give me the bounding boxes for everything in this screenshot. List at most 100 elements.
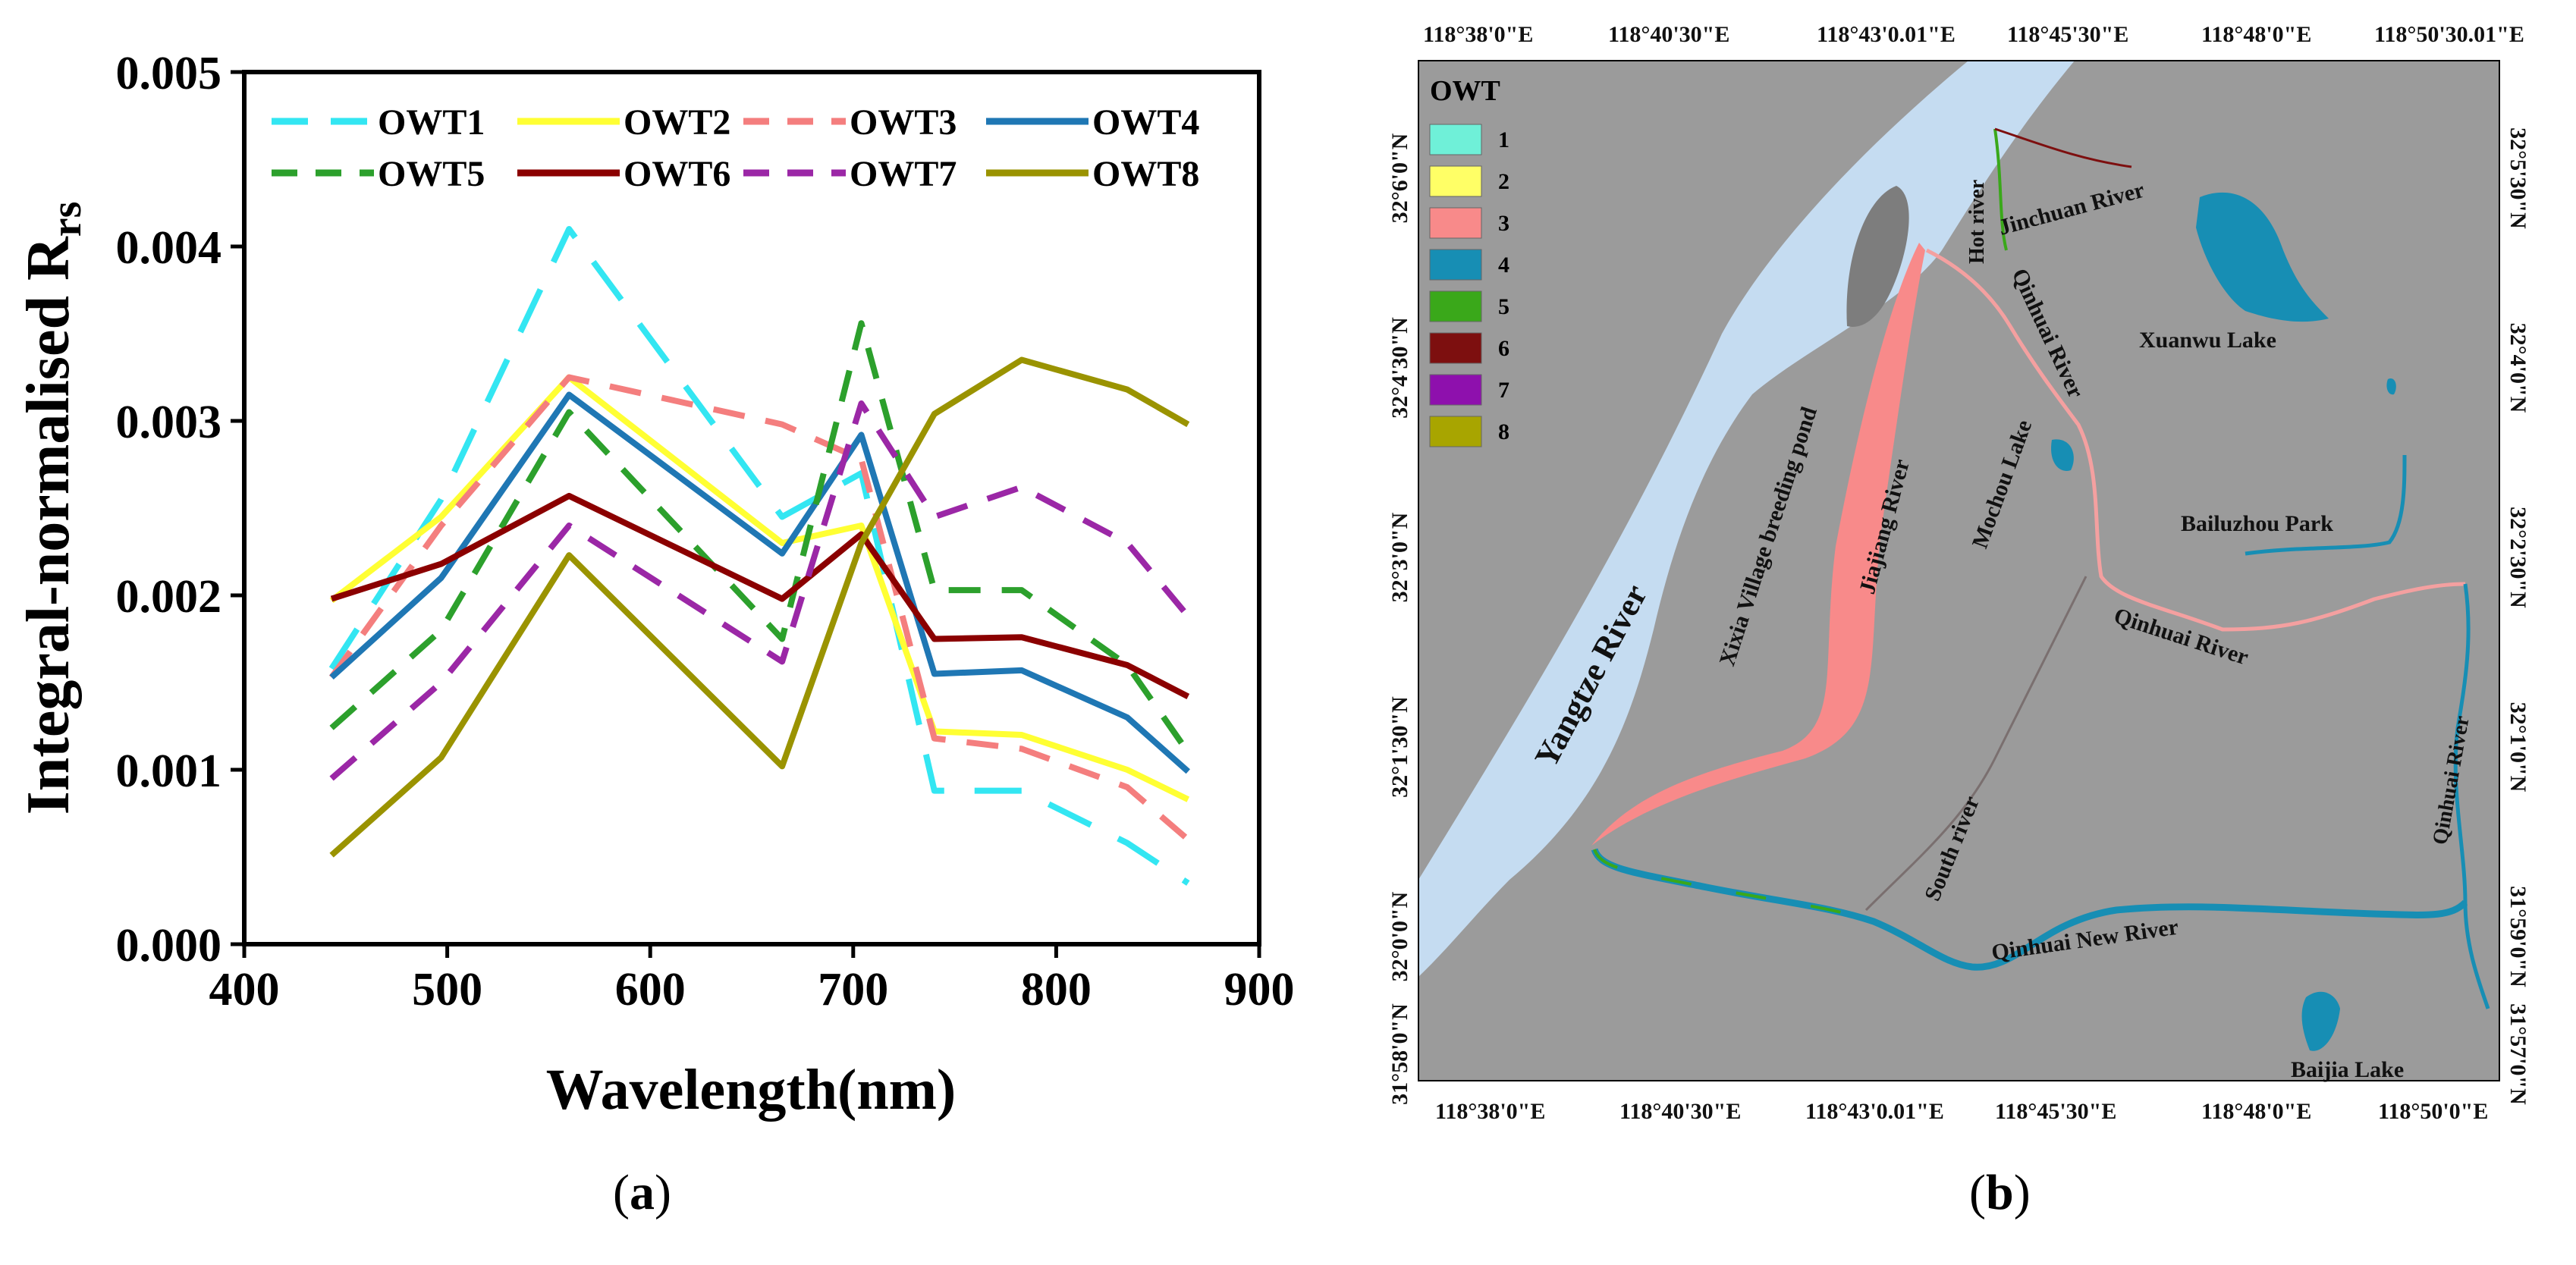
- map-top-tick: 118°45'30"E: [2007, 22, 2128, 47]
- label-xuanwu-lake: Xuanwu Lake: [2139, 328, 2276, 353]
- map-frame: [1418, 60, 2500, 1081]
- yangtze-river-area: [1418, 61, 2075, 977]
- map-legend-swatch-5: [1429, 290, 1482, 322]
- map-right-tick: 32°1'0"N: [2505, 702, 2530, 793]
- legend-label-owt2: OWT2: [624, 102, 730, 143]
- map-legend-label-4: 4: [1498, 253, 1509, 278]
- x-tick-label: 400: [209, 964, 280, 1015]
- legend-label-owt7: OWT7: [850, 154, 957, 194]
- map-legend-label-2: 2: [1498, 169, 1509, 194]
- map-bottom-tick: 118°38'0"E: [1435, 1099, 1545, 1124]
- x-axis-label: Wavelength(nm): [546, 1058, 956, 1122]
- map-bottom-tick: 118°50'0"E: [2378, 1099, 2488, 1124]
- bailuzhou-river: [2245, 454, 2407, 556]
- river-island: [1846, 186, 1909, 327]
- label-baijia-lake: Baijia Lake: [2291, 1057, 2404, 1082]
- map-legend-label-6: 6: [1498, 336, 1509, 361]
- qinhuai-right-river: [2453, 583, 2490, 1009]
- caption-b-letter: b: [1985, 1165, 2014, 1220]
- mochou-lake: [2051, 439, 2074, 471]
- baijia-lake: [2301, 991, 2340, 1051]
- caption-a-letter: a: [629, 1165, 655, 1220]
- qinhuai-new-river: [1591, 848, 2468, 971]
- y-tick-label: 0.001: [116, 746, 222, 797]
- map-top-tick: 118°40'30"E: [1608, 22, 1729, 47]
- map-coordinate-ticks: 118°38'0"E 118°40'30"E 118°43'0.01"E 118°45…: [1387, 22, 2530, 1124]
- map-legend-swatch-4: [1429, 249, 1482, 281]
- series-line-owt6: [330, 492, 1190, 699]
- y-tick-label: 0.003: [116, 397, 222, 448]
- map-left-tick: 32°3'0"N: [1387, 512, 1412, 602]
- tick-layer: 400 500 600 700 800 900 0.000 0.001 0.002 0.003 0.…: [116, 48, 1295, 1015]
- legend-label-owt8: OWT8: [1092, 154, 1199, 194]
- map-left-tick: 32°0'0"N: [1387, 891, 1412, 981]
- caption-a: (a): [613, 1165, 671, 1220]
- map-legend-swatch-3: [1429, 207, 1482, 239]
- series-line-owt1: [328, 226, 1190, 886]
- label-hot-river: Hot river: [1965, 180, 1989, 264]
- map-legend: OWT 1 2 3 4 5 6 7 8: [1429, 75, 1509, 447]
- y-axis-label-sub: rs: [43, 202, 90, 237]
- map-legend-title: OWT: [1430, 75, 1500, 107]
- series-line-owt8: [329, 356, 1190, 858]
- legend-label-owt3: OWT3: [850, 102, 957, 143]
- y-axis-label: Integral-normalised Rrs: [15, 202, 90, 815]
- map-left-tick: 32°1'30"N: [1387, 696, 1412, 798]
- legend-label-owt1: OWT1: [378, 102, 485, 143]
- caption-b: (b): [1969, 1165, 2031, 1220]
- map-top-tick: 118°50'30.01"E: [2374, 22, 2524, 47]
- map-bottom-tick: 118°48'0"E: [2201, 1099, 2311, 1124]
- map-top-tick: 118°43'0.01"E: [1817, 22, 1956, 47]
- map-top-tick: 118°48'0"E: [2201, 22, 2311, 47]
- map-right-tick: 31°57'0"N: [2505, 1003, 2530, 1105]
- chart-legend: OWT1 OWT2 OWT3 OWT4 OWT5 OWT6 OWT7 OWT8: [272, 102, 1199, 194]
- x-tick-label: 900: [1224, 964, 1295, 1015]
- series-layer: [328, 226, 1191, 886]
- x-tick-label: 500: [412, 964, 482, 1015]
- y-axis-label-main: Integral-normalised R: [15, 236, 82, 815]
- map-legend-swatch-2: [1429, 165, 1482, 197]
- y-tick-label: 0.002: [116, 571, 222, 623]
- map-legend-swatch-7: [1429, 374, 1482, 406]
- map-legend-label-3: 3: [1498, 211, 1509, 236]
- map-legend-label-8: 8: [1498, 419, 1509, 444]
- label-bailuzhou-park: Bailuzhou Park: [2181, 511, 2333, 536]
- map-left-tick: 32°4'30"N: [1387, 317, 1412, 419]
- map-legend-items: 1 2 3 4 5 6 7 8: [1429, 124, 1509, 447]
- map-left-tick: 32°6'0"N: [1387, 133, 1412, 223]
- hot-river: [1993, 128, 2008, 251]
- map-legend-swatch-1: [1429, 124, 1482, 155]
- map-right-tick: 31°59'0"N: [2505, 886, 2530, 987]
- qinhuai-inner-river: [1925, 248, 2466, 632]
- qinhuai-new-river-green: [1593, 849, 1874, 923]
- x-tick-label: 800: [1021, 964, 1092, 1015]
- x-tick-label: 600: [615, 964, 686, 1015]
- map-bottom-tick: 118°43'0.01"E: [1805, 1099, 1944, 1124]
- y-tick-label: 0.005: [116, 48, 222, 99]
- legend-label-owt4: OWT4: [1092, 102, 1199, 143]
- map-bottom-tick: 118°40'30"E: [1619, 1099, 1741, 1124]
- map-top-tick: 118°38'0"E: [1423, 22, 1533, 47]
- map-right-tick: 32°2'30"N: [2505, 507, 2530, 608]
- x-tick-label: 700: [818, 964, 888, 1015]
- legend-label-owt6: OWT6: [624, 154, 730, 194]
- small-pond: [2386, 378, 2396, 395]
- map-bottom-tick: 118°45'30"E: [1995, 1099, 2116, 1124]
- map-left-tick: 31°58'0"N: [1387, 1003, 1412, 1105]
- map-legend-label-5: 5: [1498, 294, 1509, 319]
- south-river: [1864, 576, 2088, 912]
- map-legend-label-1: 1: [1498, 127, 1509, 152]
- series-line-owt5: [329, 320, 1191, 755]
- line-chart: 400 500 600 700 800 900 0.000 0.001 0.002 0.003 0.…: [15, 48, 1295, 1122]
- map-legend-swatch-6: [1429, 332, 1482, 364]
- series-line-owt4: [329, 391, 1190, 774]
- map-right-tick: 32°5'30"N: [2505, 127, 2530, 229]
- map-legend-swatch-8: [1429, 416, 1482, 447]
- series-line-owt2: [329, 374, 1190, 802]
- xuanwu-lake: [2196, 192, 2329, 322]
- plot-frame: [242, 70, 1261, 946]
- y-tick-label: 0.004: [116, 222, 222, 274]
- jinchuan-river: [1994, 127, 2132, 168]
- series-line-owt3: [328, 374, 1190, 843]
